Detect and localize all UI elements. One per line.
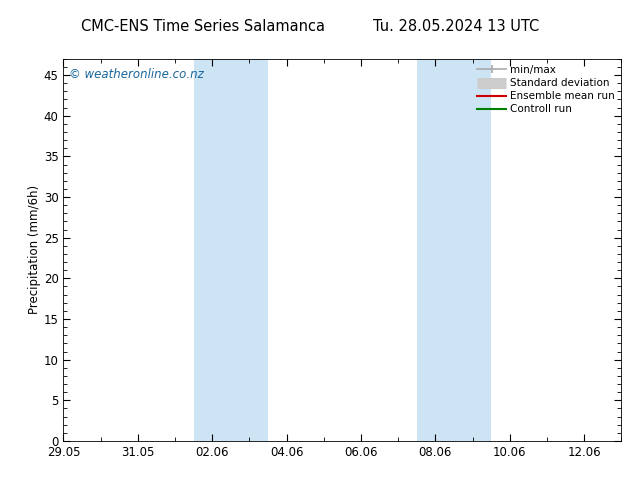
Y-axis label: Precipitation (mm/6h): Precipitation (mm/6h) — [28, 185, 41, 315]
Legend: min/max, Standard deviation, Ensemble mean run, Controll run: min/max, Standard deviation, Ensemble me… — [473, 61, 619, 119]
Text: Tu. 28.05.2024 13 UTC: Tu. 28.05.2024 13 UTC — [373, 20, 540, 34]
Text: CMC-ENS Time Series Salamanca: CMC-ENS Time Series Salamanca — [81, 20, 325, 34]
Bar — [417, 59, 491, 441]
Bar — [193, 59, 268, 441]
Text: © weatheronline.co.nz: © weatheronline.co.nz — [69, 69, 204, 81]
